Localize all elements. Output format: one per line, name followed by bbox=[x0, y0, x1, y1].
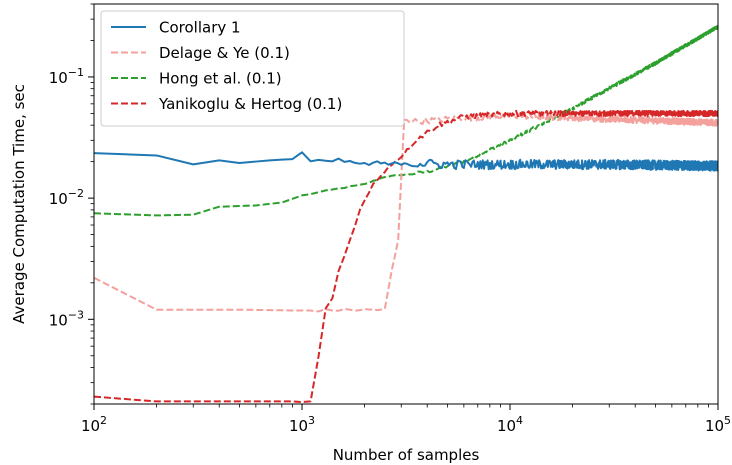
legend-entry: Yanikoglu & Hertog (0.1) bbox=[158, 95, 342, 113]
series-line-1 bbox=[94, 111, 718, 313]
x-tick-label: 104 bbox=[497, 414, 523, 435]
legend-entry: Corollary 1 bbox=[159, 19, 241, 37]
y-axis: 10−3 10−2 10−1 bbox=[49, 3, 94, 405]
series-line-0 bbox=[94, 151, 718, 172]
series-line-3 bbox=[94, 109, 718, 404]
x-axis-label: Number of samples bbox=[333, 446, 480, 464]
x-axis: 102 103 104 105 bbox=[81, 404, 731, 435]
y-tick-label: 10−1 bbox=[49, 66, 84, 87]
x-tick-label: 103 bbox=[289, 414, 315, 435]
series-layer bbox=[94, 24, 718, 404]
legend: Corollary 1 Delage & Ye (0.1) Hong et al. … bbox=[100, 10, 405, 127]
legend-entry: Hong et al. (0.1) bbox=[159, 70, 282, 88]
legend-box bbox=[100, 10, 405, 127]
x-tick-label: 105 bbox=[705, 414, 731, 435]
y-tick-label: 10−3 bbox=[49, 308, 84, 329]
y-tick-label: 10−2 bbox=[49, 187, 84, 208]
x-tick-label: 102 bbox=[81, 414, 107, 435]
y-axis-label: Average Computation Time, sec bbox=[10, 84, 28, 324]
legend-entry: Delage & Ye (0.1) bbox=[159, 44, 290, 62]
